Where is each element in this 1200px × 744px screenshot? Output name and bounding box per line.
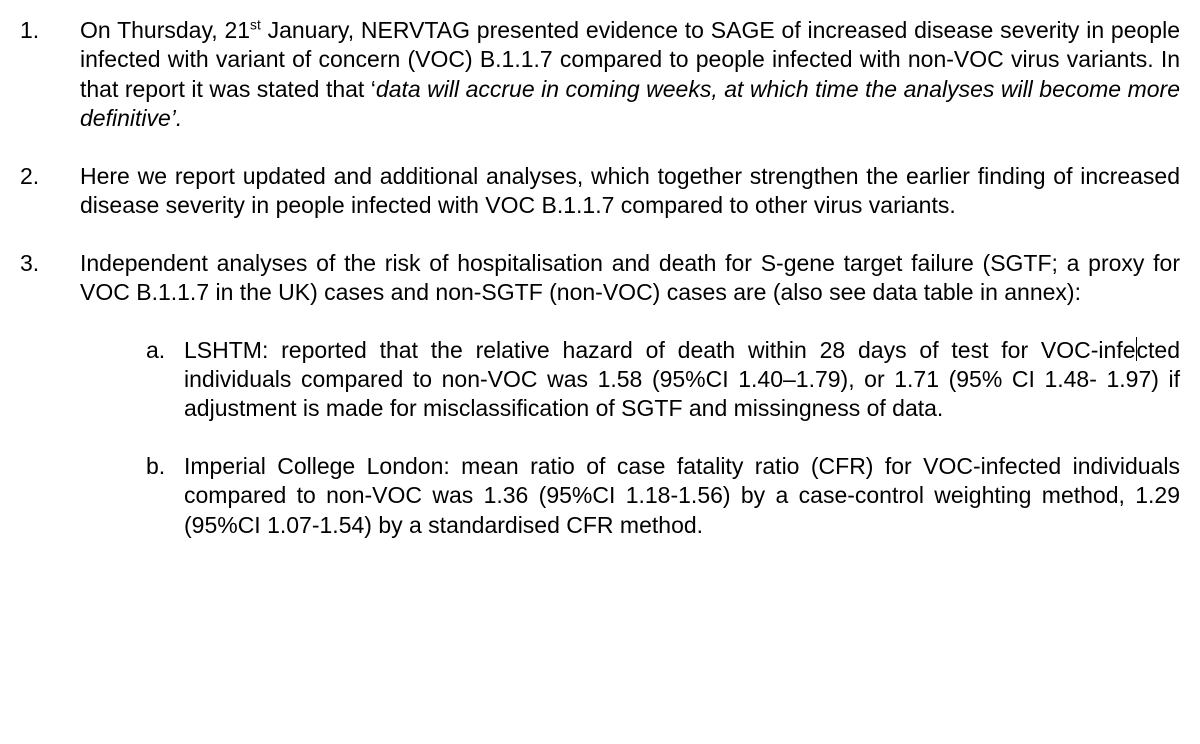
item2-text: Here we report updated and additional an…: [80, 163, 1180, 218]
list-item-3: Independent analyses of the risk of hosp…: [20, 249, 1180, 541]
sub-item-a: LSHTM: reported that the relative hazard…: [146, 336, 1180, 424]
sub-item-b: Imperial College London: mean ratio of c…: [146, 452, 1180, 540]
sub-b-text: Imperial College London: mean ratio of c…: [184, 453, 1180, 538]
item1-sup: st: [250, 17, 261, 32]
sub-a-pre: LSHTM: reported that the relative hazard…: [184, 337, 1136, 363]
item1-pre: On Thursday, 21: [80, 17, 250, 43]
item3-text: Independent analyses of the risk of hosp…: [80, 250, 1180, 305]
list-item-2: Here we report updated and additional an…: [20, 162, 1180, 221]
numbered-list: On Thursday, 21st January, NERVTAG prese…: [20, 16, 1180, 540]
list-item-1: On Thursday, 21st January, NERVTAG prese…: [20, 16, 1180, 134]
sub-list: LSHTM: reported that the relative hazard…: [80, 336, 1180, 541]
